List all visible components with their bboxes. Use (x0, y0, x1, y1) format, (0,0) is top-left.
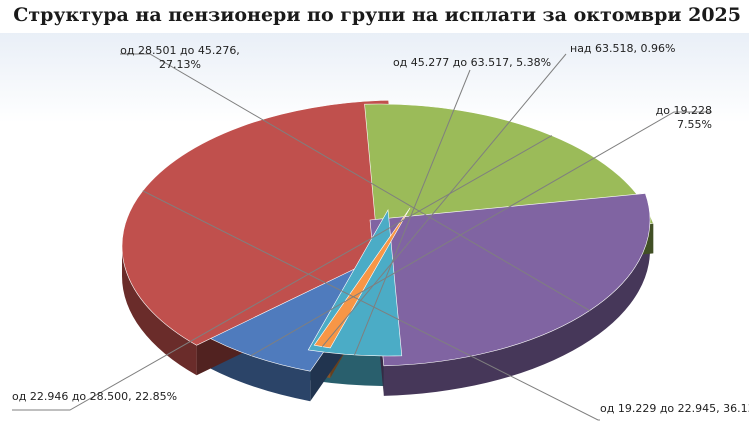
leader-line-2 (12, 135, 553, 411)
leader-line-1 (142, 190, 600, 421)
leader-line-5 (321, 53, 567, 347)
leader-line-4 (354, 69, 471, 356)
slice-label-0-0: до 19.228 (656, 104, 712, 117)
slice-label-0-1: 7.55% (677, 118, 712, 131)
pie-slice-5 (313, 207, 411, 349)
pie-slice-3 (369, 193, 651, 367)
slice-label-2-0: од 22.946 до 28.500, 22.85% (12, 390, 177, 403)
slice-label-3-1: 27.13% (159, 58, 201, 71)
leader-line-3 (120, 53, 590, 312)
leader-line-0 (250, 111, 712, 357)
pie-slice-1 (121, 99, 403, 346)
slice-label-3-0: од 28.501 до 45.276, (120, 44, 240, 57)
slice-label-1-0: од 19.229 до 22.945, 36.13% (600, 402, 749, 415)
slice-rim-3-0 (383, 220, 650, 396)
slice-label-5-0: над 63.518, 0.96% (570, 42, 675, 55)
slice-label-4-0: од 45.277 до 63.517, 5.38% (393, 56, 551, 69)
slice-rim-1-0 (122, 246, 197, 376)
